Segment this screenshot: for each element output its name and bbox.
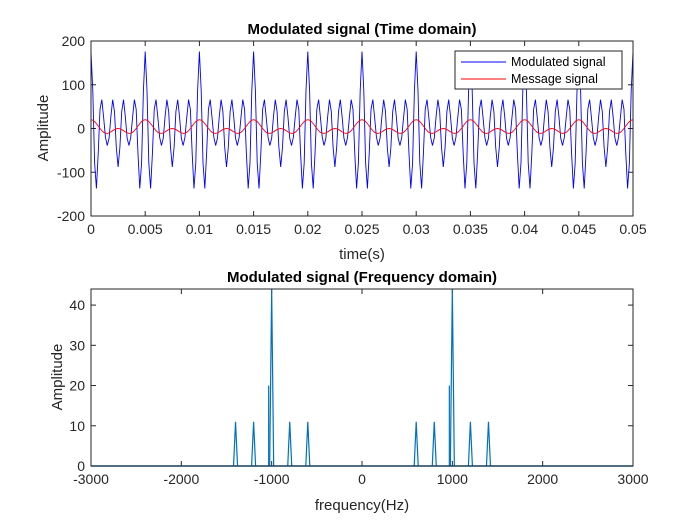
x-tick-label: 0.025 xyxy=(344,221,379,237)
x-tick-label: 0 xyxy=(358,471,366,487)
spectrum-peak xyxy=(287,421,293,467)
y-tick-label: 200 xyxy=(62,33,86,49)
message-signal-line xyxy=(90,119,634,134)
spectrum-peak xyxy=(305,421,311,467)
time-domain-title: Modulated signal (Time domain) xyxy=(248,21,477,38)
x-tick-label: 0.015 xyxy=(236,221,271,237)
x-tick-label: -3000 xyxy=(73,471,109,487)
y-tick-label: -100 xyxy=(57,164,85,180)
y-tick-label: 10 xyxy=(69,418,85,434)
y-tick-label: 0 xyxy=(77,121,85,137)
x-tick-label: 0.035 xyxy=(453,221,488,237)
x-tick-label: 0.03 xyxy=(403,221,430,237)
frequency-domain-title: Modulated signal (Frequency domain) xyxy=(227,269,497,286)
x-tick-label: 3000 xyxy=(617,471,648,487)
y-tick-label: 20 xyxy=(69,378,85,394)
time-domain-lines xyxy=(90,51,634,189)
x-tick-label: 2000 xyxy=(527,471,558,487)
x-tick-label: 1000 xyxy=(437,471,468,487)
x-tick-label: -1000 xyxy=(254,471,290,487)
x-tick-label: 0.005 xyxy=(128,221,163,237)
spectrum-peak xyxy=(485,421,492,467)
time-domain-ylabel: Amplitude xyxy=(35,95,52,162)
spectrum-peak xyxy=(413,421,419,467)
frequency-axis-ticks: -3000 -2000 -1000 0 1000 2000 3000 0 10 20 30 40 xyxy=(69,289,649,487)
x-tick-label: -2000 xyxy=(163,471,199,487)
x-tick-label: 0.05 xyxy=(619,221,646,237)
time-domain-plot: 0 0.005 0.01 0.015 0.02 0.025 0.03 0.035 0.04 0.0… xyxy=(35,21,647,263)
spectrum-peak xyxy=(251,421,257,467)
frequency-domain-ylabel: Amplitude xyxy=(49,344,66,411)
y-tick-label: 40 xyxy=(69,297,85,313)
time-axis-ticks: 0 0.005 0.01 0.015 0.02 0.025 0.03 0.035 0.04 0.0… xyxy=(57,33,647,237)
y-tick-label: 30 xyxy=(69,337,85,353)
modulated-signal-line xyxy=(90,51,634,189)
legend-label-modulated: Modulated signal xyxy=(511,55,606,69)
spectrum-peak xyxy=(467,421,473,467)
y-tick-label: -200 xyxy=(57,208,85,224)
spectrum-peak xyxy=(232,421,239,467)
x-tick-label: 0.045 xyxy=(561,221,596,237)
frequency-domain-xlabel: frequency(Hz) xyxy=(315,497,409,514)
frequency-domain-plot: -3000 -2000 -1000 0 1000 2000 3000 0 10 20 30 40 Mo… xyxy=(49,269,649,514)
x-tick-label: 0.01 xyxy=(186,221,213,237)
legend: Modulated signal Message signal xyxy=(454,50,623,90)
time-domain-xlabel: time(s) xyxy=(339,246,385,263)
x-tick-label: 0.02 xyxy=(294,221,321,237)
spectrum-peak xyxy=(431,421,437,467)
legend-label-message: Message signal xyxy=(511,72,598,86)
y-tick-label: 0 xyxy=(77,458,85,474)
x-tick-label: 0 xyxy=(87,221,95,237)
x-tick-label: 0.04 xyxy=(511,221,538,237)
y-tick-label: 100 xyxy=(62,77,86,93)
